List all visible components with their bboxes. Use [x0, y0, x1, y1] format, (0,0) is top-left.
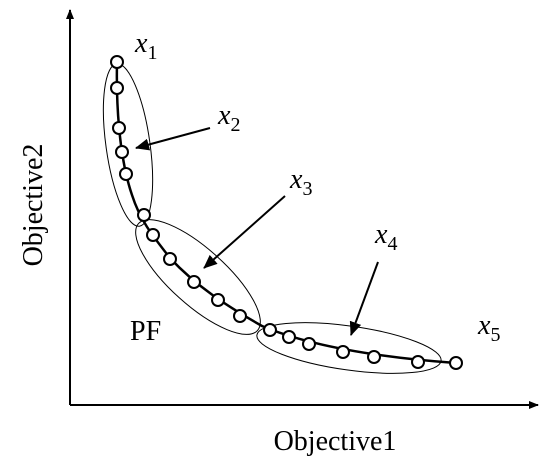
- point: [187, 275, 201, 289]
- point: [411, 355, 425, 369]
- point: [302, 337, 316, 351]
- point: [449, 356, 463, 370]
- point: [110, 55, 124, 69]
- var-base: x: [289, 164, 303, 195]
- var-base: x: [217, 100, 231, 131]
- point: [367, 350, 381, 364]
- var-sub: 2: [230, 114, 240, 136]
- point: [282, 330, 296, 344]
- point-label: x5: [477, 310, 500, 346]
- group-ellipse: [256, 322, 442, 374]
- point-label: x3: [289, 164, 312, 200]
- point: [336, 345, 350, 359]
- front-label: PF: [130, 316, 161, 347]
- point-label: x1: [134, 28, 157, 64]
- var-base: x: [477, 310, 491, 341]
- point: [115, 145, 129, 159]
- group-ellipse: [102, 63, 154, 227]
- arrow: [349, 261, 379, 336]
- point: [233, 309, 247, 323]
- point: [110, 81, 124, 95]
- var-base: x: [374, 219, 388, 250]
- point: [163, 252, 177, 266]
- var-sub: 5: [490, 324, 500, 346]
- var-base: x: [134, 28, 148, 59]
- pareto-curve: [115, 61, 457, 365]
- x-axis-label: Objective1: [274, 426, 397, 457]
- arrow: [135, 127, 211, 151]
- point: [263, 323, 277, 337]
- solution-points: [110, 55, 463, 370]
- arrow: [203, 195, 286, 269]
- point: [137, 208, 151, 222]
- var-sub: 4: [387, 233, 397, 255]
- y-axis-label: Objective2: [18, 144, 49, 267]
- point: [211, 293, 225, 307]
- point: [112, 121, 126, 135]
- point-label: x4: [374, 219, 397, 255]
- var-sub: 3: [302, 178, 312, 200]
- point: [146, 228, 160, 242]
- point: [119, 167, 133, 181]
- point-label: x2: [217, 100, 240, 136]
- var-sub: 1: [147, 42, 157, 64]
